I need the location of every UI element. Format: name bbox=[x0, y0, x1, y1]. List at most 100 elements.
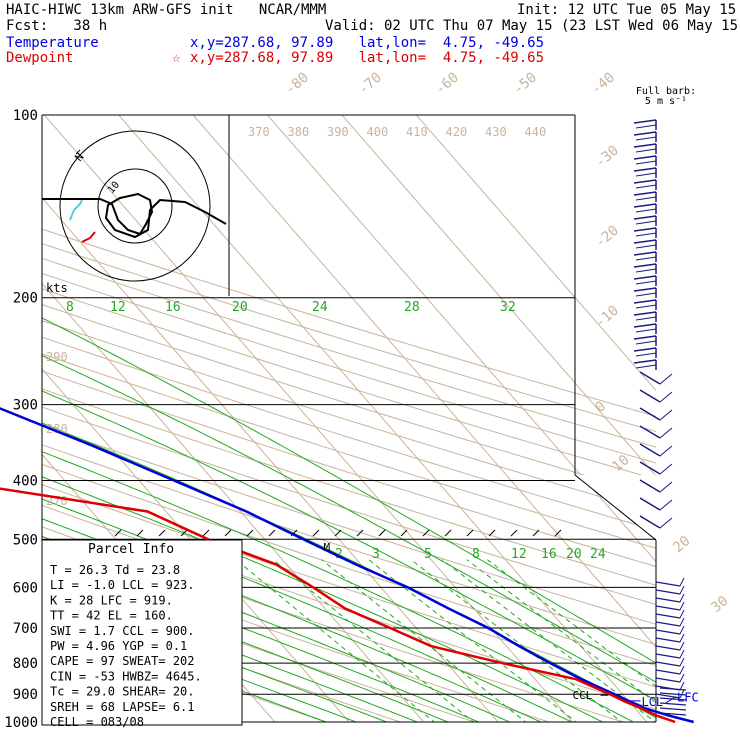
wind-barb-staff bbox=[659, 712, 687, 716]
moist-adiabat-line bbox=[42, 297, 361, 722]
wind-barb-flag bbox=[635, 172, 657, 177]
wind-barb-flag bbox=[679, 641, 685, 651]
wind-barb-flag bbox=[633, 215, 657, 220]
moist-adiabat-line bbox=[42, 297, 599, 722]
pressure-tick-label: 200 bbox=[13, 291, 38, 307]
dry-adiabat-line bbox=[42, 115, 656, 722]
wind-barb-staff bbox=[655, 677, 681, 683]
dry-adiabat-line bbox=[42, 115, 656, 722]
dewpoint-marker: ☆ bbox=[172, 50, 181, 66]
parcel-info-row: CIN = -53 HWBZ= 4645. bbox=[50, 669, 202, 683]
parcel-info-row: LI = -1.0 LCL = 923. bbox=[50, 578, 195, 592]
parcel-info-row: SWI = 1.7 CCL = 900. bbox=[50, 624, 195, 638]
frame-diagonal bbox=[574, 474, 657, 541]
theta-label: 400 bbox=[367, 125, 389, 139]
barb-legend-line2: 5 m s⁻¹ bbox=[645, 96, 687, 107]
moist-adiabat-line bbox=[42, 297, 656, 722]
wind-barb-flag bbox=[635, 352, 657, 357]
dry-adiabat-line bbox=[42, 115, 656, 722]
isotherm-line bbox=[106, 115, 656, 722]
parcel-info-row: TT = 42 EL = 160. bbox=[50, 609, 173, 623]
parcel-info-row: CELL = 083/08 bbox=[50, 715, 144, 729]
init-time: Init: 12 UTC Tue 05 May 15 bbox=[517, 2, 737, 18]
wind-barb-flag bbox=[679, 601, 685, 611]
hodograph-sfc-segment bbox=[69, 199, 83, 221]
mixing-ratio-label: 32 bbox=[500, 300, 516, 315]
wind-barb-flag bbox=[635, 244, 657, 249]
wind-barb-staff bbox=[639, 389, 661, 403]
wind-barb-staff bbox=[655, 613, 681, 619]
hodograph-ring-inner bbox=[97, 168, 173, 244]
parcel-info-row: K = 28 LFC = 919. bbox=[50, 593, 173, 607]
mixing-ratio-label: 16 bbox=[165, 300, 181, 315]
parcel-info-row: T = 26.3 Td = 23.8 bbox=[50, 563, 180, 577]
wind-barb-flag bbox=[633, 167, 657, 172]
isotherm-line bbox=[255, 115, 656, 722]
pressure-axis-labels: 100 200 300 400 500 600 700 800 900 1000 bbox=[4, 108, 38, 731]
theta-label: 370 bbox=[248, 125, 270, 139]
isobar-tick bbox=[378, 529, 386, 537]
wind-barb-flag bbox=[679, 593, 685, 603]
parcel-info-title: Parcel Info bbox=[88, 542, 174, 557]
dry-adiabat-line bbox=[42, 115, 656, 722]
mixing-ratio-label: 20 bbox=[232, 300, 248, 315]
wind-barb-staff bbox=[659, 707, 687, 711]
wind-barb-flag bbox=[659, 409, 673, 421]
wind-barbs: Full barb:5 m s⁻¹ bbox=[633, 86, 696, 716]
dry-adiabat-line bbox=[42, 115, 656, 722]
wind-barb-flag bbox=[679, 633, 685, 643]
pressure-tick-label: 500 bbox=[13, 532, 38, 548]
theta-label: 390 bbox=[327, 125, 349, 139]
dewpoint-location: x,y=287.68, 97.89 lat,lon= 4.75, -49.65 bbox=[190, 50, 545, 66]
mixing-ratio-label: 3 bbox=[372, 547, 380, 562]
wind-barb-flag bbox=[633, 227, 657, 232]
dry-adiabat-line bbox=[42, 115, 656, 722]
moist-adiabat-line bbox=[42, 297, 629, 722]
dry-adiabat-line bbox=[42, 115, 656, 722]
pressure-tick-label: 1000 bbox=[4, 715, 38, 731]
wind-barb-staff bbox=[655, 661, 681, 667]
barb-legend-line1: Full barb: bbox=[636, 86, 696, 97]
isobar-tick bbox=[422, 529, 430, 537]
wind-barb-flag bbox=[679, 649, 685, 659]
mixing-ratio-label: 24 bbox=[312, 300, 328, 315]
wind-barb-flag bbox=[659, 463, 673, 475]
isobar-tick bbox=[356, 529, 364, 537]
wind-barb-flag bbox=[679, 577, 685, 587]
parcel-info-box: Parcel Info T = 26.3 Td = 23.8LI = -1.0 L… bbox=[41, 539, 243, 729]
dry-adiabat-lines bbox=[42, 115, 656, 722]
isobar-tick bbox=[444, 529, 452, 537]
isotherm-line bbox=[329, 115, 656, 722]
isobar-tick bbox=[136, 529, 144, 537]
parcel-info-row: PW = 4.96 YGP = 0.1 bbox=[50, 639, 187, 653]
mixing-ratio-label: 8 bbox=[472, 547, 480, 562]
wind-barb-flag bbox=[635, 136, 657, 141]
wind-barb-flag bbox=[659, 445, 673, 457]
temperature-legend: Temperature bbox=[6, 35, 99, 51]
mixing-ratio-labels: 8 12 16 20 24 28 32 2 3 5 8 12 16 20 24 kts bbox=[46, 281, 606, 562]
dry-adiabat-line bbox=[42, 115, 656, 722]
wind-barb-flag bbox=[633, 131, 657, 136]
hodograph-tick bbox=[75, 149, 81, 155]
wind-barb-flag bbox=[633, 239, 657, 244]
wind-barb-flag bbox=[633, 275, 657, 280]
wind-barb-flag bbox=[659, 391, 673, 403]
wind-barb-flag bbox=[679, 625, 685, 635]
wind-barb-staff bbox=[639, 497, 661, 511]
wind-barb-flag bbox=[635, 256, 657, 261]
mixing-ratio-line bbox=[441, 559, 656, 722]
isotherm-line bbox=[404, 115, 656, 722]
wind-barb-flag bbox=[679, 673, 685, 683]
wind-barb-flag bbox=[633, 143, 657, 148]
pressure-tick-label: 800 bbox=[13, 656, 38, 672]
isobar-tick bbox=[246, 529, 254, 537]
pressure-tick-label: 300 bbox=[13, 398, 38, 414]
moist-adiabat-line bbox=[42, 297, 656, 722]
parcel-info-row: SREH = 68 LAPSE= 6.1 bbox=[50, 700, 195, 714]
dewpoint-legend: Dewpoint bbox=[6, 50, 74, 66]
lfc-tick bbox=[665, 696, 677, 704]
mixing-ratio-line bbox=[235, 559, 451, 722]
mixing-ratio-line bbox=[321, 559, 543, 722]
